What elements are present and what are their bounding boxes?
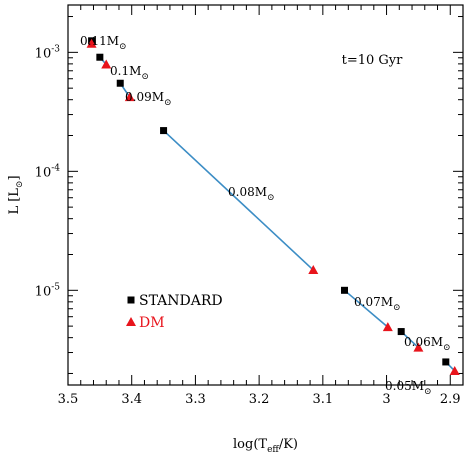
y-tick-label: 10-5 [35, 282, 61, 299]
x-tick-label: 3.3 [185, 392, 206, 407]
x-tick-label: 3.2 [249, 392, 270, 407]
standard-point [442, 358, 450, 366]
mass-label: 0.06M⊙ [404, 335, 451, 353]
age-annotation: t=10 Gyr [342, 53, 404, 68]
mass-label: 0.07M⊙ [354, 295, 401, 313]
standard-point [96, 53, 104, 61]
legend-standard-label: STANDARD [139, 293, 223, 309]
mass-label: 0.1M⊙ [110, 64, 149, 82]
dm-point [449, 365, 460, 375]
x-tick-label: 3.1 [312, 392, 333, 407]
connector-line [343, 289, 389, 328]
mass-label: 0.05M⊙ [385, 379, 432, 397]
y-axis-label: L [L⊙] [7, 175, 25, 214]
mass-label: 0.09M⊙ [125, 90, 172, 108]
mass-label: 0.11M⊙ [80, 34, 127, 52]
legend-dm-marker [126, 317, 136, 326]
standard-point [397, 328, 405, 336]
dm-point [101, 59, 112, 69]
dm-point [382, 322, 393, 332]
standard-point [341, 286, 348, 294]
legend-dm-label: DM [139, 315, 165, 331]
standard-point [116, 79, 124, 87]
dm-point [413, 342, 424, 352]
legend-standard-marker [127, 296, 135, 304]
dm-point [86, 38, 97, 48]
x-tick-label: 3 [382, 392, 390, 407]
dm-point [308, 265, 319, 275]
x-tick-label: 3.4 [121, 392, 142, 407]
mass-label: 0.08M⊙ [228, 185, 275, 203]
plot-frame [67, 4, 464, 386]
standard-point [160, 127, 168, 135]
x-tick-label: 2.9 [440, 392, 461, 407]
x-tick-label: 3.5 [58, 392, 79, 407]
y-tick-label: 10-3 [35, 44, 61, 61]
y-tick-label: 10-4 [35, 163, 61, 180]
x-axis-label: log(Teff/K) [233, 437, 298, 455]
dm-point [124, 92, 135, 102]
connector-line [163, 129, 314, 271]
